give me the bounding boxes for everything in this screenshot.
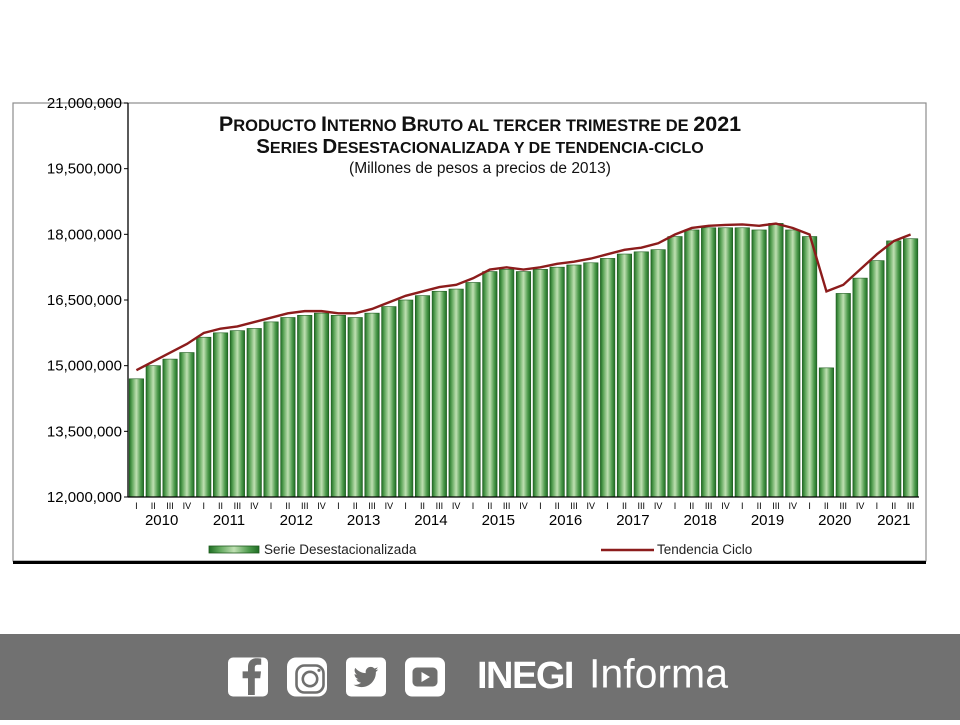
svg-text:2016: 2016 bbox=[549, 512, 582, 529]
svg-text:II: II bbox=[757, 501, 762, 511]
svg-text:IV: IV bbox=[721, 501, 730, 511]
svg-text:II: II bbox=[420, 501, 425, 511]
svg-text:I: I bbox=[674, 501, 677, 511]
svg-text:Informa: Informa bbox=[589, 651, 728, 697]
svg-text:I: I bbox=[741, 501, 744, 511]
svg-text:III: III bbox=[234, 501, 242, 511]
svg-text:IV: IV bbox=[587, 501, 596, 511]
svg-text:I: I bbox=[472, 501, 475, 511]
svg-text:IV: IV bbox=[385, 501, 394, 511]
svg-text:III: III bbox=[705, 501, 713, 511]
svg-text:IV: IV bbox=[452, 501, 461, 511]
svg-text:2010: 2010 bbox=[145, 512, 178, 529]
svg-text:II: II bbox=[622, 501, 627, 511]
svg-text:I: I bbox=[876, 501, 879, 511]
svg-text:2020: 2020 bbox=[818, 512, 851, 529]
svg-text:III: III bbox=[503, 501, 511, 511]
svg-text:III: III bbox=[570, 501, 578, 511]
svg-text:2018: 2018 bbox=[684, 512, 717, 529]
svg-text:2011: 2011 bbox=[213, 512, 245, 529]
svg-text:2014: 2014 bbox=[414, 512, 447, 529]
svg-text:IV: IV bbox=[519, 501, 528, 511]
svg-text:IV: IV bbox=[856, 501, 865, 511]
svg-text:I: I bbox=[808, 501, 811, 511]
svg-text:III: III bbox=[368, 501, 376, 511]
svg-text:IV: IV bbox=[789, 501, 798, 511]
svg-text:II: II bbox=[689, 501, 694, 511]
svg-text:II: II bbox=[353, 501, 358, 511]
svg-text:12,000,000: 12,000,000 bbox=[47, 489, 122, 506]
svg-text:19,500,000: 19,500,000 bbox=[47, 161, 122, 178]
svg-text:21,000,000: 21,000,000 bbox=[47, 95, 122, 112]
svg-text:2012: 2012 bbox=[280, 512, 313, 529]
svg-text:II: II bbox=[218, 501, 223, 511]
svg-text:II: II bbox=[151, 501, 156, 511]
svg-text:2019: 2019 bbox=[751, 512, 784, 529]
svg-text:II: II bbox=[285, 501, 290, 511]
svg-text:III: III bbox=[166, 501, 174, 511]
svg-text:II: II bbox=[891, 501, 896, 511]
svg-text:I: I bbox=[270, 501, 273, 511]
svg-text:III: III bbox=[436, 501, 444, 511]
svg-text:15,000,000: 15,000,000 bbox=[47, 358, 122, 375]
svg-text:II: II bbox=[555, 501, 560, 511]
svg-text:I: I bbox=[202, 501, 205, 511]
svg-text:IV: IV bbox=[317, 501, 326, 511]
svg-text:13,500,000: 13,500,000 bbox=[47, 423, 122, 440]
svg-text:III: III bbox=[772, 501, 780, 511]
svg-text:Tendencia Ciclo: Tendencia Ciclo bbox=[657, 542, 752, 557]
svg-text:Serie Desestacionalizada: Serie Desestacionalizada bbox=[264, 542, 417, 557]
svg-text:2021: 2021 bbox=[877, 512, 910, 529]
svg-text:2015: 2015 bbox=[482, 512, 515, 529]
svg-text:16,500,000: 16,500,000 bbox=[47, 292, 122, 309]
svg-text:I: I bbox=[135, 501, 138, 511]
svg-text:III: III bbox=[301, 501, 309, 511]
svg-text:I: I bbox=[404, 501, 407, 511]
svg-text:II: II bbox=[824, 501, 829, 511]
svg-text:II: II bbox=[487, 501, 492, 511]
svg-text:I: I bbox=[337, 501, 340, 511]
svg-text:IV: IV bbox=[183, 501, 192, 511]
svg-text:PRODUCTO INTERNO BRUTO AL TER: PRODUCTO INTERNO BRUTO AL TERCER TRIMEST… bbox=[219, 112, 741, 136]
svg-text:I: I bbox=[606, 501, 609, 511]
svg-text:III: III bbox=[840, 501, 848, 511]
svg-text:I: I bbox=[539, 501, 542, 511]
svg-text:IV: IV bbox=[250, 501, 259, 511]
svg-text:18,000,000: 18,000,000 bbox=[47, 226, 122, 243]
svg-text:2013: 2013 bbox=[347, 512, 380, 529]
svg-text:SERIES DESESTACIONALIZADA Y D: SERIES DESESTACIONALIZADA Y DE TENDENCIA… bbox=[256, 135, 704, 158]
svg-text:INEGI: INEGI bbox=[477, 655, 573, 697]
svg-text:III: III bbox=[907, 501, 915, 511]
svg-text:III: III bbox=[638, 501, 646, 511]
svg-text:IV: IV bbox=[654, 501, 663, 511]
svg-text:(Millones de pesos a precios d: (Millones de pesos a precios de 2013) bbox=[349, 160, 611, 177]
svg-text:2017: 2017 bbox=[616, 512, 649, 529]
